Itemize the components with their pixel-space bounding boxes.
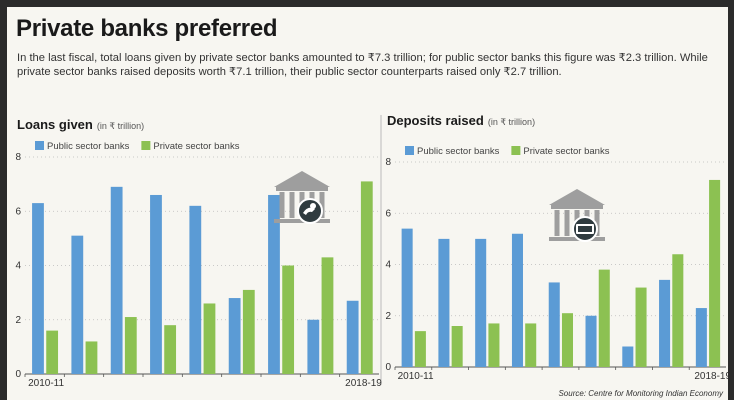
chart-unit: (in ₹ trillion) bbox=[488, 117, 535, 127]
cash-glyph-inner bbox=[578, 226, 592, 232]
bar-public bbox=[307, 319, 320, 374]
legend-swatch bbox=[405, 146, 414, 155]
bar-private bbox=[46, 330, 59, 374]
intro-paragraph: In the last fiscal, total loans given by… bbox=[17, 52, 708, 78]
x-tick-label-first: 2010-11 bbox=[28, 378, 64, 389]
bank-pillar bbox=[594, 210, 600, 236]
bar-private bbox=[598, 269, 610, 367]
bank-pillar bbox=[554, 210, 560, 236]
infographic-card: Private banks preferred In the last fisc… bbox=[7, 7, 728, 400]
legend-swatch bbox=[511, 146, 521, 155]
bar-public bbox=[228, 298, 241, 374]
y-tick-label: 6 bbox=[385, 208, 391, 219]
bar-private bbox=[561, 313, 574, 367]
bar-public bbox=[189, 205, 202, 374]
bar-public bbox=[150, 194, 162, 374]
legend-swatch bbox=[35, 141, 44, 150]
bar-public bbox=[585, 315, 597, 367]
legend-swatch bbox=[141, 141, 151, 150]
bar-public bbox=[268, 194, 280, 374]
chart-title: Loans given bbox=[17, 117, 93, 132]
bar-public bbox=[695, 308, 707, 367]
bar-public bbox=[475, 238, 487, 367]
bar-public bbox=[346, 300, 359, 374]
bar-public bbox=[71, 235, 84, 374]
bar-private bbox=[414, 331, 426, 367]
bar-private bbox=[709, 179, 721, 367]
y-tick-label: 8 bbox=[385, 157, 391, 168]
bar-private bbox=[124, 317, 137, 374]
bar-public bbox=[110, 186, 123, 374]
bank-with-cash-icon bbox=[549, 189, 605, 242]
x-tick-label-last: 2018-19 bbox=[345, 378, 382, 389]
legend-label: Private sector banks bbox=[523, 146, 609, 157]
bank-pillar bbox=[279, 192, 285, 218]
bar-public bbox=[548, 282, 560, 367]
hand-glyph bbox=[303, 207, 315, 215]
bank-with-loan-hand-icon bbox=[274, 171, 330, 224]
bar-private bbox=[282, 265, 295, 374]
coin-glyph bbox=[310, 203, 316, 209]
bank-pillar bbox=[289, 192, 295, 218]
bar-private bbox=[360, 181, 373, 374]
bar-private bbox=[242, 289, 255, 374]
bar-public bbox=[438, 238, 450, 367]
bank-pillar bbox=[564, 210, 570, 236]
charts-canvas: Loans given (in ₹ trillion) Public sector … bbox=[15, 113, 728, 398]
page-title: Private banks preferred bbox=[16, 15, 278, 42]
chart-title: Deposits raised bbox=[387, 113, 484, 128]
bar-private bbox=[451, 326, 463, 367]
bank-beam bbox=[551, 205, 603, 209]
bank-roof bbox=[549, 189, 605, 205]
source-note: Source: Centre for Monitoring Indian Eco… bbox=[558, 389, 724, 398]
chart-unit: (in ₹ trillion) bbox=[97, 121, 144, 131]
bar-public bbox=[511, 233, 523, 367]
y-tick-label: 4 bbox=[385, 260, 391, 271]
bar-private bbox=[85, 341, 98, 374]
bar-private bbox=[635, 287, 647, 367]
x-tick-label-last: 2018-19 bbox=[694, 371, 728, 382]
x-tick-label-first: 2010-11 bbox=[398, 371, 434, 382]
bar-public bbox=[32, 203, 44, 374]
bar-public bbox=[659, 279, 671, 367]
bar-private bbox=[321, 257, 334, 374]
chart-panel-2: Deposits raised (in ₹ trillion) Public sec… bbox=[385, 113, 728, 382]
bar-private bbox=[203, 303, 216, 374]
bar-public bbox=[622, 346, 634, 367]
y-tick-label: 0 bbox=[385, 362, 391, 373]
bar-private bbox=[164, 325, 177, 374]
legend-label: Private sector banks bbox=[153, 141, 239, 152]
legend-label: Public sector banks bbox=[417, 146, 500, 157]
y-tick-label: 2 bbox=[15, 315, 21, 326]
bar-private bbox=[525, 323, 537, 367]
legend-label: Public sector banks bbox=[47, 141, 130, 152]
bar-private bbox=[672, 254, 684, 367]
y-tick-label: 2 bbox=[385, 311, 391, 322]
chart-panel-1: Loans given (in ₹ trillion) Public sector … bbox=[15, 117, 382, 389]
bank-pillar bbox=[319, 192, 325, 218]
bar-private bbox=[488, 323, 500, 367]
y-tick-label: 8 bbox=[15, 152, 21, 163]
bar-public bbox=[401, 228, 413, 367]
bank-beam bbox=[276, 187, 328, 191]
y-tick-label: 6 bbox=[15, 206, 21, 217]
bank-roof bbox=[274, 171, 330, 187]
y-tick-label: 4 bbox=[15, 261, 21, 272]
y-tick-label: 0 bbox=[15, 369, 21, 380]
